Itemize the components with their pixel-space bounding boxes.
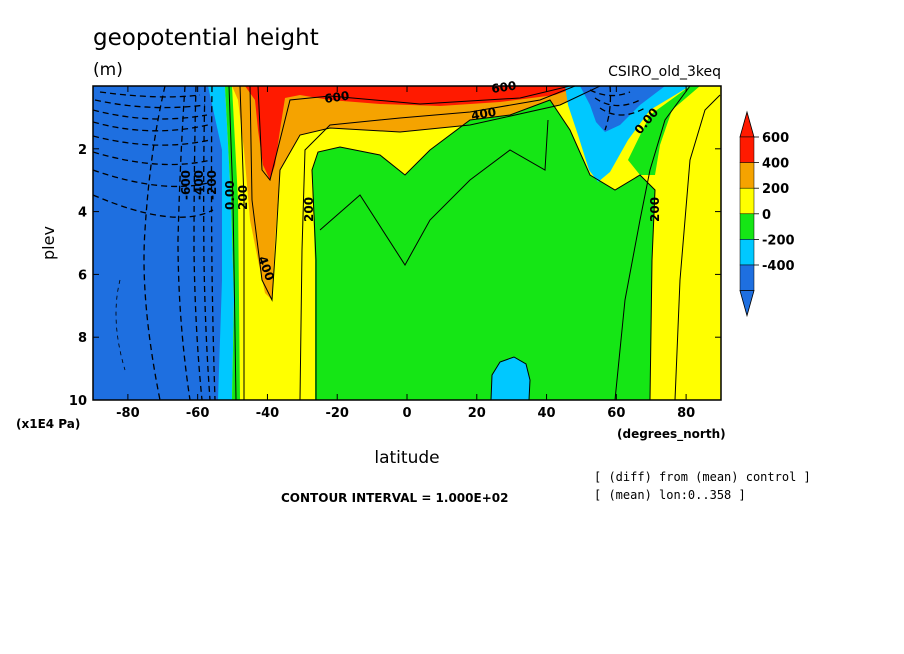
- colorbar-label: 600: [762, 131, 789, 146]
- x-axis-units: (degrees_north): [617, 427, 726, 442]
- x-tick-label: 0: [402, 406, 411, 421]
- chart-title: geopotential height: [93, 25, 319, 51]
- contour-label: -400: [192, 170, 206, 200]
- x-tick-label: -60: [186, 406, 210, 421]
- colorbar-swatch: [739, 187, 755, 215]
- x-axis-label: latitude: [374, 448, 439, 468]
- colorbar-label: -400: [762, 259, 795, 274]
- x-tick-label: 40: [538, 406, 556, 421]
- colorbar-swatch: [739, 239, 755, 266]
- diff-note: [ (diff) from (mean) control ]: [594, 470, 811, 484]
- contour-interval-text: CONTOUR INTERVAL = 1.000E+02: [281, 491, 508, 505]
- contour-label: 200: [302, 197, 316, 222]
- y-axis-units: (x1E4 Pa): [16, 417, 80, 431]
- colorbar-arrow-top: [739, 110, 755, 138]
- model-name: CSIRO_old_3keq: [608, 64, 721, 80]
- x-axis-ticks: -80 -60 -40 -20 0 20 40 60 80: [116, 86, 695, 421]
- contour-label: 400: [470, 105, 497, 123]
- mean-note: [ (mean) lon:0..358 ]: [594, 488, 746, 502]
- colorbar-label: 200: [762, 182, 789, 197]
- contour-label: -200: [205, 170, 219, 200]
- x-tick-label: 60: [607, 406, 625, 421]
- chart-units: (m): [93, 60, 123, 80]
- colorbar-label: 0: [762, 208, 771, 223]
- colorbar: 600 400 200 0 -200 -400: [739, 110, 795, 318]
- contour-fill: [93, 86, 721, 400]
- contour-label: 600: [323, 89, 350, 106]
- y-tick-label: 4: [78, 206, 87, 221]
- x-tick-label: -40: [256, 406, 280, 421]
- contour-label: 0.00: [223, 180, 237, 210]
- colorbar-arrow-bottom: [739, 290, 755, 318]
- x-tick-label: -80: [116, 406, 140, 421]
- contour-label-layer: 600 600 400 0.00 -600 -400 -200 0.00 200…: [179, 79, 662, 283]
- x-tick-label: 80: [677, 406, 695, 421]
- colorbar-swatch: [739, 213, 755, 240]
- x-tick-label: -20: [325, 406, 349, 421]
- colorbar-label: -200: [762, 233, 795, 248]
- contour-label: 600: [490, 79, 517, 96]
- y-tick-label: 8: [78, 331, 87, 346]
- x-tick-label: 20: [468, 406, 486, 421]
- y-tick-label: 10: [69, 394, 87, 409]
- y-axis-ticks: 2 4 6 8 10: [69, 143, 721, 409]
- colorbar-swatch: [739, 136, 755, 163]
- contour-label: 200: [236, 185, 250, 210]
- contour-lines: [93, 86, 721, 400]
- y-tick-label: 2: [78, 143, 87, 158]
- contour-label: -600: [179, 170, 193, 200]
- y-axis-label: plev: [39, 226, 58, 260]
- contour-label: 200: [648, 197, 662, 222]
- y-tick-label: 6: [78, 268, 87, 283]
- colorbar-swatch: [739, 162, 755, 189]
- colorbar-label: 400: [762, 157, 789, 172]
- colorbar-swatch: [739, 264, 755, 291]
